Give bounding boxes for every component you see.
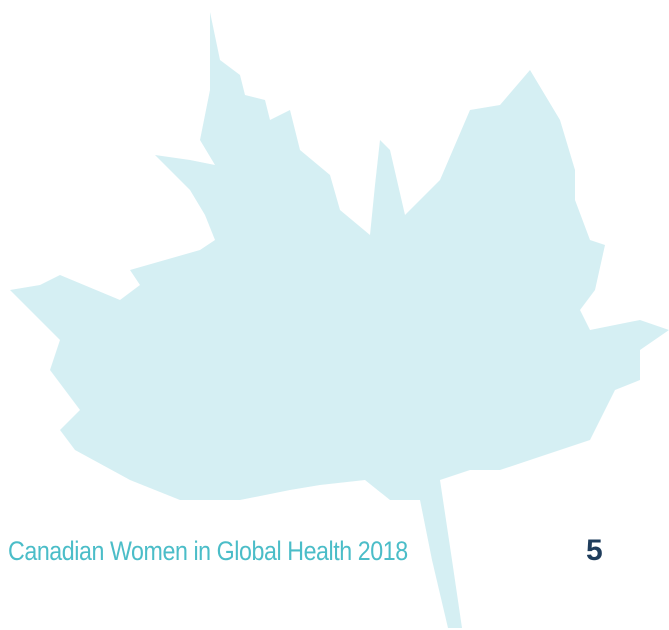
footer-title: Canadian Women in Global Health 2018	[8, 536, 408, 567]
page: Canadian Women in Global Health 2018 5	[0, 0, 669, 630]
page-number: 5	[586, 534, 603, 568]
